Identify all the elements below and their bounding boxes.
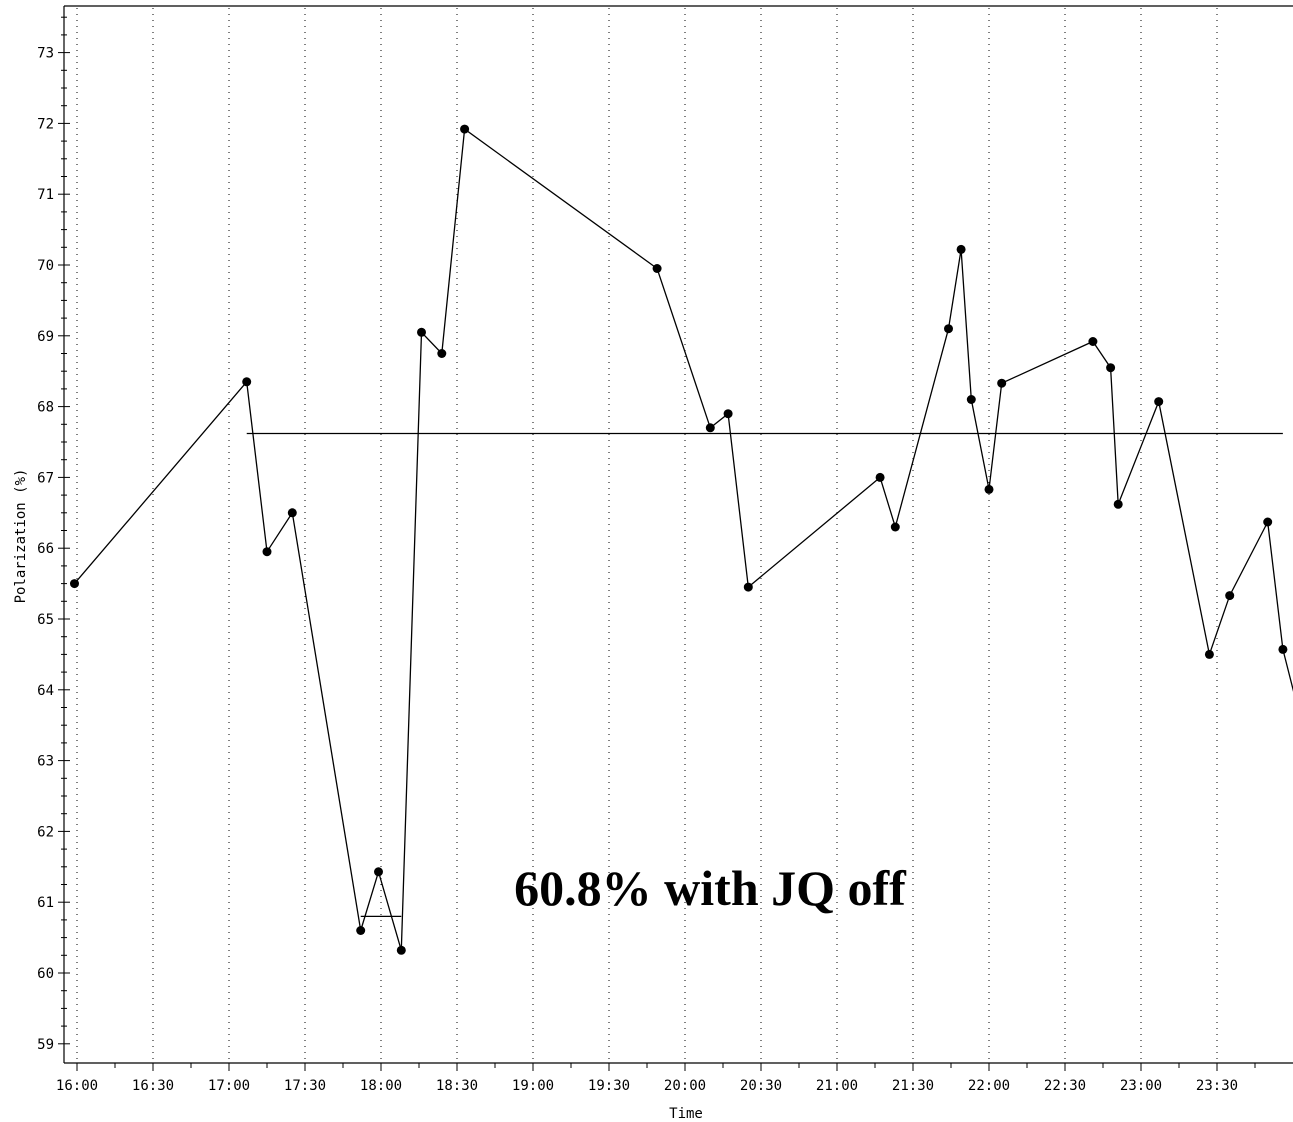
x-tick-label: 22:00 (968, 1078, 1010, 1094)
data-series (74, 127, 1293, 951)
data-point (70, 579, 79, 589)
y-tick-label: 61 (37, 895, 54, 911)
data-point (956, 244, 966, 254)
data-point (966, 395, 976, 404)
data-point (723, 409, 733, 419)
x-tick-label: 18:00 (360, 1078, 402, 1094)
x-axis-ticks: 16:00 16:30 17:00 17:30 18:00 18:30 19:00 19:30… (56, 1063, 1256, 1094)
y-axis-ticks: 59 60 61 62 63 64 65 66 67 68 69 70 71 72 73 (37, 16, 70, 1053)
y-axis-title: Polarization (%) (13, 469, 29, 604)
data-point (374, 867, 383, 877)
x-tick-label: 18:30 (436, 1078, 478, 1094)
data-point (417, 327, 426, 337)
y-tick-label: 62 (37, 824, 54, 840)
data-point (1106, 363, 1116, 373)
data-point (652, 264, 662, 273)
data-point (890, 522, 900, 532)
data-point (1113, 499, 1123, 509)
x-tick-label: 16:00 (56, 1078, 98, 1094)
y-tick-label: 63 (37, 754, 54, 770)
data-point (437, 349, 447, 358)
data-point (984, 484, 994, 494)
reference-lines (246, 432, 1283, 918)
data-point (242, 377, 252, 387)
x-tick-label: 20:30 (740, 1078, 782, 1094)
data-point (287, 508, 297, 518)
data-point (1204, 649, 1214, 659)
y-tick-label: 66 (37, 541, 54, 557)
series-line (74, 127, 1293, 951)
data-point (944, 324, 953, 334)
y-tick-label: 73 (37, 46, 54, 62)
x-tick-label: 19:00 (512, 1078, 554, 1094)
y-tick-label: 65 (37, 612, 54, 628)
x-tick-label: 23:00 (1120, 1078, 1162, 1094)
y-tick-label: 70 (37, 258, 54, 274)
y-tick-label: 60 (37, 966, 54, 982)
data-point (396, 945, 406, 955)
data-point (262, 547, 272, 557)
x-tick-label: 17:30 (284, 1078, 326, 1094)
x-tick-label: 20:00 (664, 1078, 706, 1094)
data-points (70, 124, 1288, 955)
data-point (705, 423, 715, 433)
x-tick-label: 21:30 (892, 1078, 934, 1094)
y-tick-label: 71 (37, 187, 54, 203)
x-tick-label: 23:30 (1196, 1078, 1238, 1094)
y-tick-label: 67 (37, 470, 54, 486)
x-tick-label: 22:30 (1044, 1078, 1086, 1094)
data-point (1088, 337, 1098, 346)
y-tick-label: 59 (37, 1037, 54, 1053)
data-point (875, 472, 885, 482)
x-tick-label: 21:00 (816, 1078, 858, 1094)
annotation-text: 60.8% with JQ off (514, 860, 907, 916)
x-tick-label: 16:30 (132, 1078, 174, 1094)
data-point (460, 124, 470, 134)
data-point (1278, 644, 1288, 654)
data-point (356, 926, 366, 935)
y-tick-label: 64 (37, 683, 54, 699)
x-tick-label: 17:00 (208, 1078, 250, 1094)
x-axis-title: Time (669, 1106, 703, 1122)
data-point (743, 582, 753, 592)
data-point (1225, 591, 1235, 601)
y-tick-label: 72 (37, 116, 54, 132)
y-tick-label: 69 (37, 329, 54, 345)
x-tick-label: 19:30 (588, 1078, 630, 1094)
y-tick-label: 68 (37, 400, 54, 416)
data-point (1263, 517, 1273, 527)
data-point (997, 378, 1007, 388)
data-point (1154, 397, 1164, 407)
